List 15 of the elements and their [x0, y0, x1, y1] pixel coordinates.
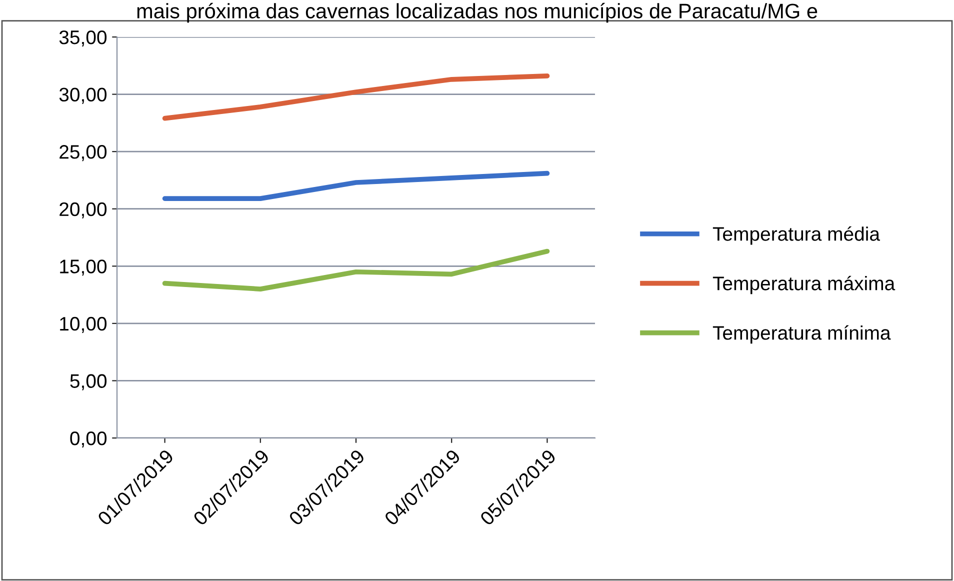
legend-label: Temperatura máxima	[712, 276, 896, 294]
y-tick-label: 5,00	[70, 374, 107, 390]
y-tick-label: 35,00	[59, 30, 107, 47]
y-tick-label: 15,00	[60, 260, 107, 276]
y-tick-label: 25,00	[60, 145, 107, 162]
y-tick-label: 30,00	[59, 88, 107, 104]
y-tick-label: 20,00	[60, 202, 107, 218]
y-tick-label: 10,00	[60, 316, 107, 333]
line-series	[162, 74, 550, 121]
line-series	[162, 170, 550, 201]
y-tick-label: 0,00	[70, 431, 107, 448]
legend-label: Temperatura mínima	[712, 325, 891, 344]
chart-title: mais próxima das cavernas localizadas nos municípios de Paracatu/MG e	[137, 2, 818, 23]
line-series	[162, 248, 550, 292]
legend-label: Temperatura média	[712, 226, 880, 245]
